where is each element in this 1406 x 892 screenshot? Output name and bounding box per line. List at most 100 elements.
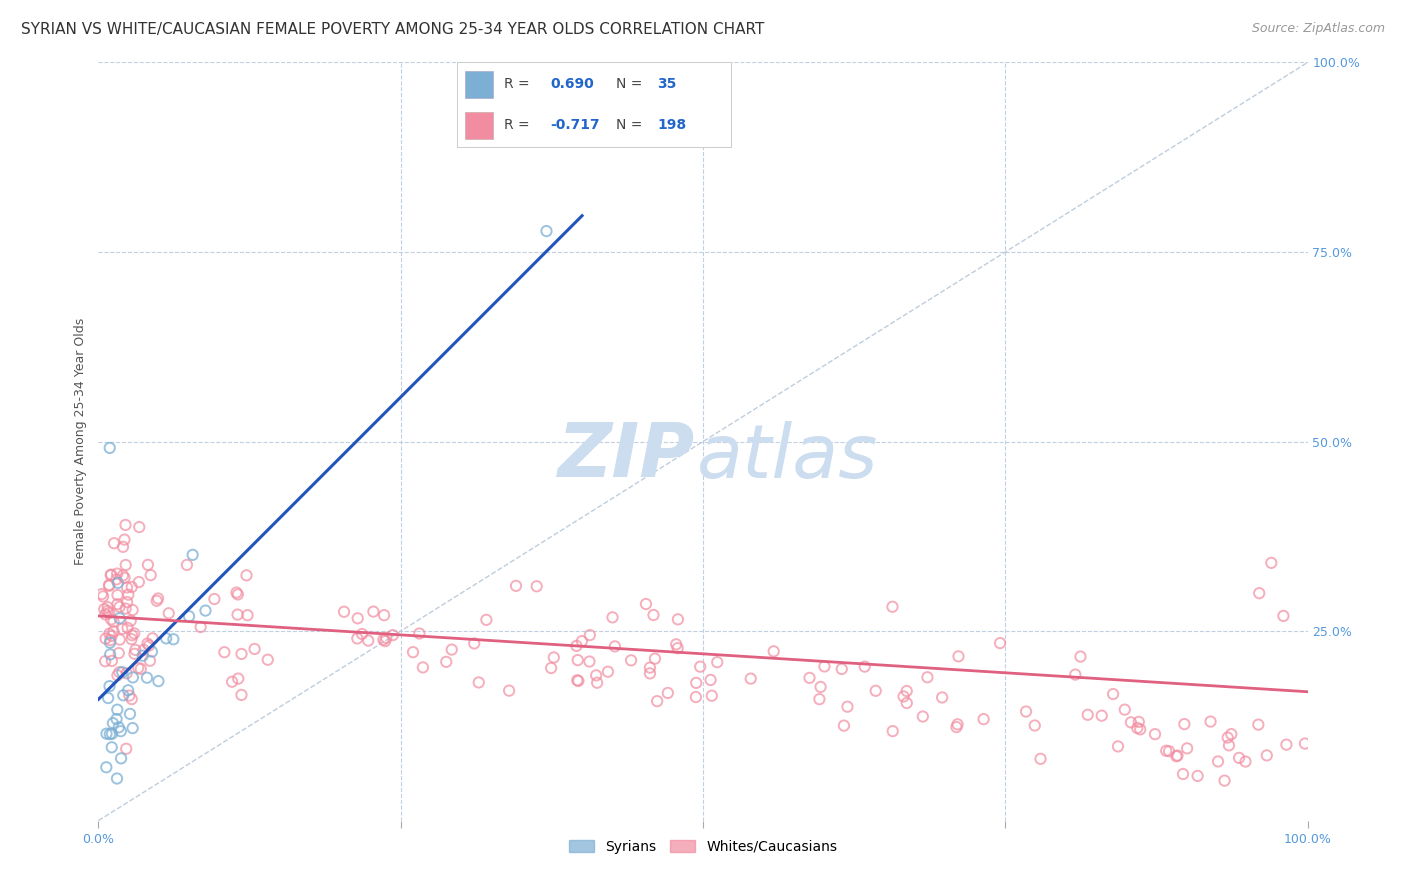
- Point: [643, 607, 665, 622]
- Point: [114, 558, 136, 572]
- Point: [620, 653, 643, 667]
- Point: [98, 606, 121, 620]
- Point: [145, 594, 167, 608]
- Point: [177, 609, 200, 624]
- Point: [440, 642, 463, 657]
- Point: [111, 622, 134, 636]
- Point: [1069, 649, 1091, 664]
- Point: [536, 224, 558, 238]
- Point: [1187, 769, 1209, 783]
- Text: N =: N =: [616, 78, 647, 92]
- Point: [1166, 749, 1188, 764]
- Point: [90, 587, 112, 601]
- Point: [146, 591, 169, 606]
- Point: [118, 706, 141, 721]
- Point: [110, 751, 132, 765]
- Point: [1171, 767, 1194, 781]
- Point: [231, 688, 253, 702]
- Point: [638, 660, 661, 674]
- Point: [685, 690, 707, 704]
- Point: [882, 724, 904, 739]
- Point: [101, 654, 124, 668]
- Point: [136, 671, 159, 685]
- Point: [808, 692, 831, 706]
- Point: [115, 595, 138, 609]
- Point: [498, 683, 520, 698]
- Point: [374, 634, 396, 648]
- Point: [1129, 723, 1152, 737]
- Point: [98, 626, 121, 640]
- Point: [97, 691, 120, 706]
- Point: [98, 633, 121, 648]
- Point: [645, 694, 668, 708]
- Point: [911, 709, 934, 723]
- Point: [103, 624, 125, 639]
- Point: [896, 684, 918, 698]
- Point: [1227, 751, 1250, 765]
- Point: [434, 655, 457, 669]
- Point: [1256, 748, 1278, 763]
- Point: [132, 648, 155, 663]
- Point: [700, 689, 723, 703]
- Point: [685, 676, 707, 690]
- Point: [94, 654, 117, 668]
- Point: [121, 580, 143, 594]
- Point: [1294, 737, 1316, 751]
- Point: [235, 568, 257, 582]
- Point: [346, 611, 368, 625]
- Point: [115, 581, 138, 595]
- Point: [136, 558, 159, 572]
- Text: 35: 35: [657, 78, 676, 92]
- Point: [105, 573, 128, 587]
- Point: [1015, 705, 1038, 719]
- Point: [1157, 744, 1180, 758]
- Point: [155, 632, 177, 646]
- Point: [412, 660, 434, 674]
- Legend: Syrians, Whites/Caucasians: Syrians, Whites/Caucasians: [564, 834, 842, 859]
- Point: [1119, 715, 1142, 730]
- Point: [202, 592, 225, 607]
- Point: [98, 679, 121, 693]
- Point: [1064, 667, 1087, 681]
- Point: [1249, 586, 1271, 600]
- Point: [1260, 556, 1282, 570]
- Point: [699, 673, 721, 687]
- Y-axis label: Female Poverty Among 25-34 Year Olds: Female Poverty Among 25-34 Year Olds: [75, 318, 87, 566]
- Point: [831, 662, 853, 676]
- Point: [799, 671, 821, 685]
- Point: [190, 620, 212, 634]
- Text: 0.690: 0.690: [550, 78, 593, 92]
- Point: [1029, 752, 1052, 766]
- Point: [893, 690, 915, 704]
- Point: [946, 717, 969, 731]
- Point: [136, 636, 159, 650]
- Point: [129, 662, 152, 676]
- Point: [107, 588, 129, 602]
- Point: [1154, 744, 1177, 758]
- Point: [108, 665, 131, 680]
- Point: [810, 680, 832, 694]
- Point: [98, 727, 121, 741]
- Point: [762, 644, 785, 658]
- Text: 198: 198: [657, 118, 686, 132]
- Point: [121, 628, 143, 642]
- Point: [226, 607, 249, 622]
- Point: [127, 661, 149, 675]
- Point: [103, 536, 125, 550]
- Point: [917, 670, 939, 684]
- Point: [603, 640, 626, 654]
- Point: [565, 639, 588, 653]
- Point: [1272, 608, 1295, 623]
- Point: [1216, 731, 1239, 745]
- Point: [363, 605, 385, 619]
- FancyBboxPatch shape: [465, 112, 492, 139]
- Point: [1175, 741, 1198, 756]
- Point: [101, 716, 124, 731]
- Point: [121, 670, 143, 684]
- Point: [634, 597, 657, 611]
- Point: [96, 727, 118, 741]
- Point: [1102, 687, 1125, 701]
- Point: [644, 651, 666, 665]
- Point: [105, 703, 128, 717]
- Point: [107, 668, 129, 682]
